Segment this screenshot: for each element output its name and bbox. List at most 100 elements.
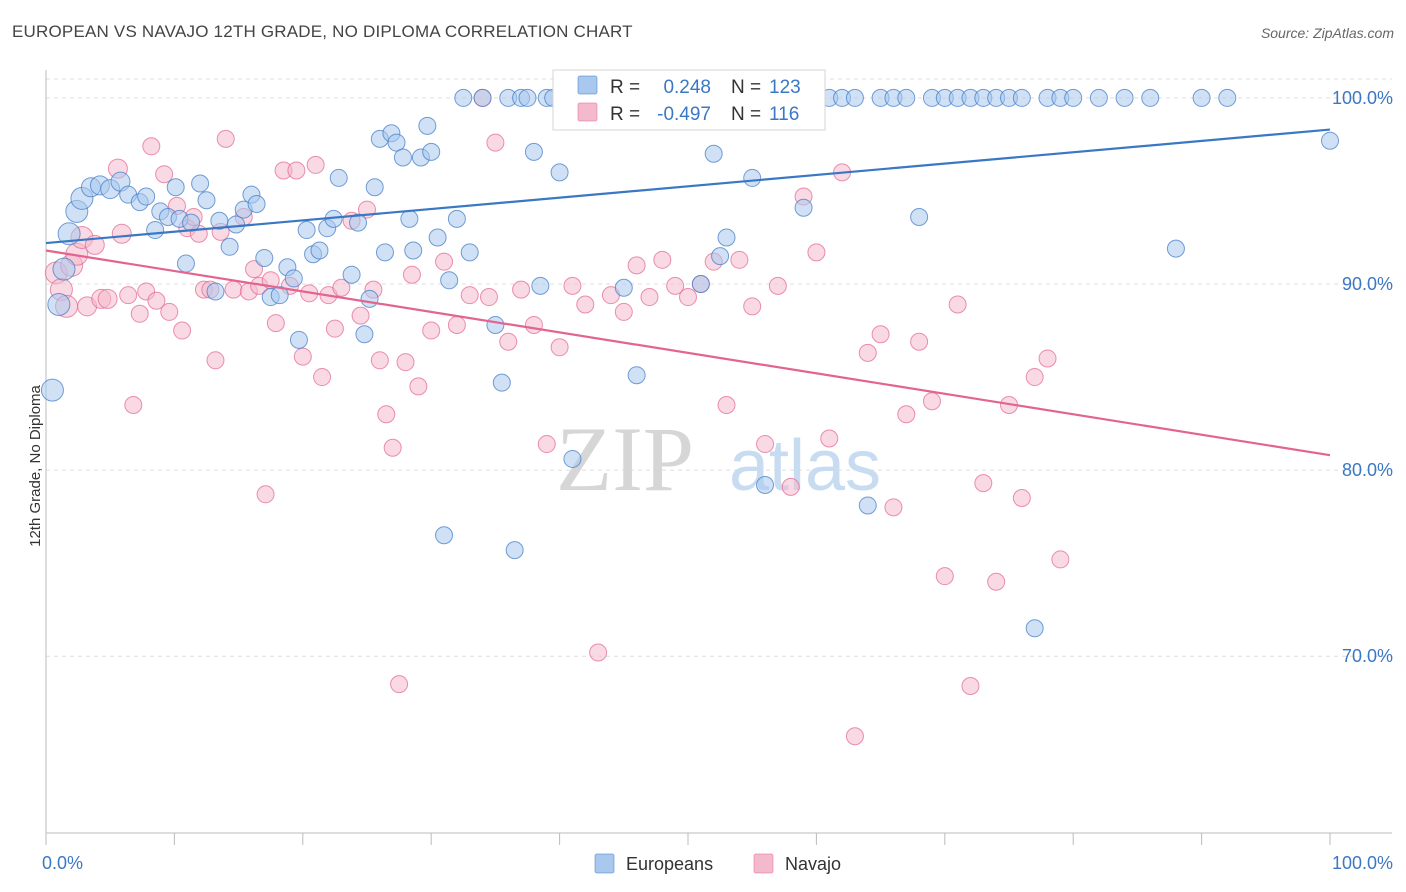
europeans-point-119 (1166, 239, 1185, 258)
europeans-point-54 (418, 116, 437, 135)
x-tick-label-0: 0.0% (42, 853, 83, 873)
navajo-point-85 (743, 297, 762, 316)
chart-title: EUROPEAN VS NAVAJO 12TH GRADE, NO DIPLOM… (12, 22, 633, 41)
navajo-point-58 (409, 377, 428, 396)
legend: Europeans Navajo (594, 853, 841, 874)
europeans-point-87 (717, 228, 736, 247)
navajo-point-97 (897, 405, 916, 424)
navajo-point-86 (756, 435, 775, 454)
navajo-point-68 (524, 315, 543, 334)
navajo-point-47 (332, 278, 351, 297)
europeans-point-21 (197, 191, 216, 210)
europeans-point-58 (440, 271, 459, 290)
navajo-point-103 (974, 474, 993, 493)
europeans-point-120 (1192, 88, 1211, 107)
europeans-point-28 (247, 194, 266, 213)
stats-n-label-navajo: N = (731, 104, 761, 125)
europeans-point-116 (1089, 88, 1108, 107)
navajo-point-73 (589, 643, 608, 662)
navajo-point-27 (206, 351, 225, 370)
europeans-point-35 (297, 221, 316, 240)
stats-swatch-europeans (577, 75, 598, 95)
europeans-point-115 (1064, 88, 1083, 107)
y-tick-label-2: 80.0% (1342, 460, 1393, 480)
legend-label-navajo: Navajo (785, 854, 841, 874)
europeans-point-118 (1141, 88, 1160, 107)
europeans-point-42 (349, 213, 368, 232)
navajo-point-17 (147, 291, 166, 310)
stats-swatch-navajo (577, 102, 598, 122)
europeans-point-34 (289, 330, 308, 349)
europeans-point-16 (166, 178, 185, 197)
navajo-point-72 (576, 295, 595, 314)
europeans-point-85 (704, 144, 723, 163)
europeans-trend-line (45, 128, 1331, 245)
europeans-point-89 (743, 168, 762, 187)
navajo-point-80 (679, 288, 697, 307)
navajo-point-12 (119, 286, 138, 305)
europeans-point-49 (387, 133, 406, 152)
navajo-point-79 (666, 276, 685, 295)
europeans-point-37 (310, 241, 329, 260)
navajo-point-107 (1025, 368, 1044, 387)
stats-r-value-navajo: -0.497 (657, 104, 711, 125)
navajo-point-64 (479, 288, 498, 307)
europeans-point-86 (711, 247, 730, 266)
navajo-point-91 (820, 429, 839, 448)
navajo-point-49 (351, 306, 370, 325)
x-tick-label-1: 100.0% (1332, 853, 1393, 873)
europeans-points (40, 88, 1339, 638)
y-tick-label-1: 90.0% (1342, 274, 1393, 294)
navajo-point-75 (614, 302, 633, 321)
navajo-point-102 (961, 676, 980, 695)
europeans-point-25 (227, 215, 246, 234)
legend-swatch-navajo (753, 853, 774, 874)
navajo-point-100 (935, 567, 954, 586)
navajo-trend-line (45, 249, 1331, 457)
europeans-point-74 (563, 449, 582, 468)
y-tick-label-3: 70.0% (1342, 646, 1393, 666)
navajo-point-52 (370, 351, 389, 370)
source-credit: Source: ZipAtlas.com (1260, 25, 1394, 41)
legend-swatch-europeans (594, 853, 615, 874)
navajo-point-59 (422, 321, 441, 340)
europeans-point-62 (473, 88, 492, 107)
europeans-point-122 (1321, 131, 1339, 150)
y-tick-label-0: 100.0% (1332, 88, 1393, 108)
navajo-point-87 (768, 276, 787, 295)
navajo-point-14 (130, 304, 149, 323)
navajo-point-54 (383, 438, 402, 457)
navajo-point-90 (807, 243, 826, 262)
navajo-point-95 (871, 325, 890, 344)
navajo-point-104 (987, 572, 1006, 591)
europeans-point-22 (206, 282, 225, 301)
europeans-point-12 (137, 187, 156, 206)
navajo-point-61 (447, 315, 466, 334)
europeans-point-98 (845, 88, 864, 107)
europeans-point-47 (375, 243, 394, 262)
europeans-point-50 (393, 148, 412, 167)
europeans-point-91 (756, 475, 775, 494)
navajo-point-21 (173, 321, 192, 340)
navajo-point-83 (717, 395, 736, 414)
navajo-point-41 (293, 347, 312, 366)
legend-label-europeans: Europeans (626, 854, 713, 874)
stats-box: R = 0.248 N = 123 R = -0.497 N = 116 (552, 69, 826, 131)
navajo-point-108 (1038, 349, 1057, 368)
europeans-point-45 (365, 178, 384, 197)
navajo-point-11 (111, 223, 132, 244)
europeans-point-79 (627, 366, 646, 385)
navajo-point-66 (499, 332, 518, 351)
navajo-point-46 (325, 319, 344, 338)
navajo-point-65 (486, 133, 505, 152)
trend-lines (45, 128, 1331, 457)
europeans-point-111 (1012, 88, 1031, 107)
stats-n-label-europeans: N = (731, 77, 761, 98)
europeans-point-2 (52, 257, 76, 281)
navajo-point-88 (781, 477, 800, 496)
navajo-point-71 (563, 276, 582, 295)
europeans-point-68 (518, 88, 537, 107)
europeans-point-84 (691, 275, 710, 294)
navajo-point-98 (910, 332, 929, 351)
